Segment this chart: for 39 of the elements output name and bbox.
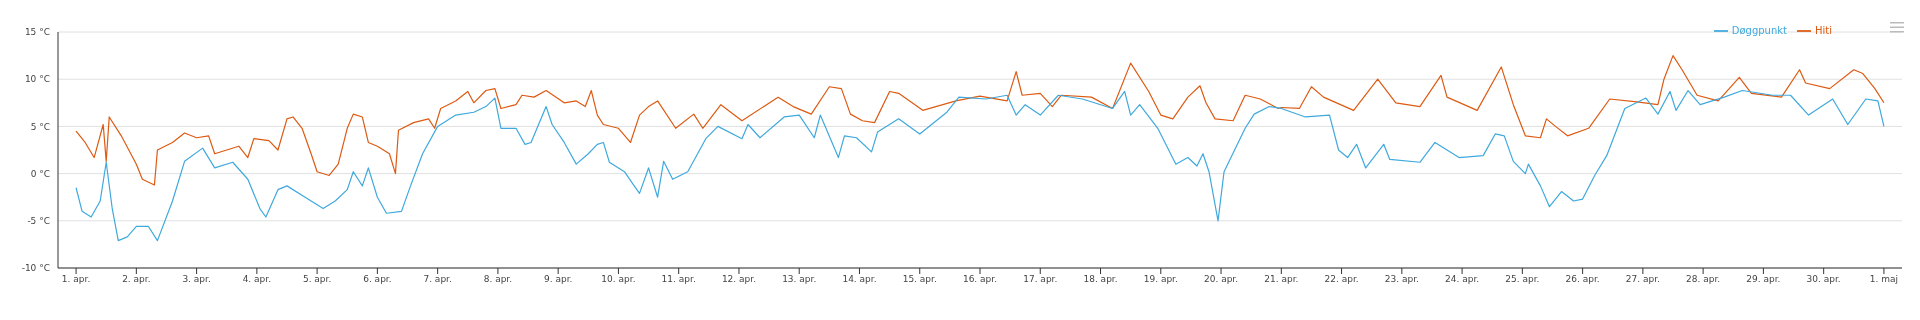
x-tick-label: 1. maj	[1869, 274, 1899, 285]
y-tick-label: 15 °C	[24, 27, 50, 38]
x-tick-label: 29. apr.	[1746, 274, 1781, 285]
x-tick-label: 8. apr.	[483, 274, 513, 285]
legend-label: Døggpunkt	[1731, 25, 1787, 36]
x-tick-label: 26. apr.	[1565, 274, 1600, 285]
x-tick-label: 5. apr.	[302, 274, 332, 285]
x-tick-label: 3. apr.	[182, 274, 211, 285]
x-tick-label: 1. apr.	[61, 274, 91, 285]
x-tick-label: 20. apr.	[1203, 274, 1239, 285]
x-tick-label: 17. apr.	[1023, 274, 1058, 285]
x-tick-label: 14. apr.	[842, 274, 877, 285]
x-tick-label: 11. apr.	[661, 274, 696, 285]
y-tick-label: 0 °C	[30, 168, 50, 179]
x-tick-label: 23. apr.	[1384, 274, 1419, 285]
x-tick-label: 7. apr.	[423, 274, 452, 285]
x-tick-label: 4. apr.	[242, 274, 272, 285]
x-tick-label: 24. apr.	[1445, 274, 1480, 285]
legend-label: Hiti	[1815, 25, 1832, 36]
y-tick-label: 10 °C	[24, 74, 50, 85]
x-tick-label: 27. apr.	[1625, 274, 1660, 285]
x-tick-label: 2. apr.	[122, 274, 151, 285]
x-tick-label: 10. apr.	[601, 274, 636, 285]
y-tick-label: -10 °C	[21, 263, 50, 274]
x-tick-label: 22. apr.	[1324, 274, 1359, 285]
y-tick-label: 5 °C	[30, 121, 50, 132]
x-tick-label: 21. apr.	[1264, 274, 1299, 285]
x-tick-label: 18. apr.	[1083, 274, 1118, 285]
x-tick-label: 28. apr.	[1686, 274, 1721, 285]
x-tick-label: 25. apr.	[1505, 274, 1540, 285]
x-tick-label: 16. apr.	[962, 274, 998, 285]
x-tick-label: 9. apr.	[543, 274, 573, 285]
x-tick-label: 19. apr.	[1143, 274, 1178, 285]
x-tick-label: 12. apr.	[721, 274, 757, 285]
x-tick-label: 6. apr.	[363, 274, 392, 285]
x-tick-label: 30. apr.	[1806, 274, 1841, 285]
x-tick-label: 15. apr.	[902, 274, 937, 285]
x-tick-label: 13. apr.	[782, 274, 817, 285]
y-tick-label: -5 °C	[27, 216, 50, 226]
